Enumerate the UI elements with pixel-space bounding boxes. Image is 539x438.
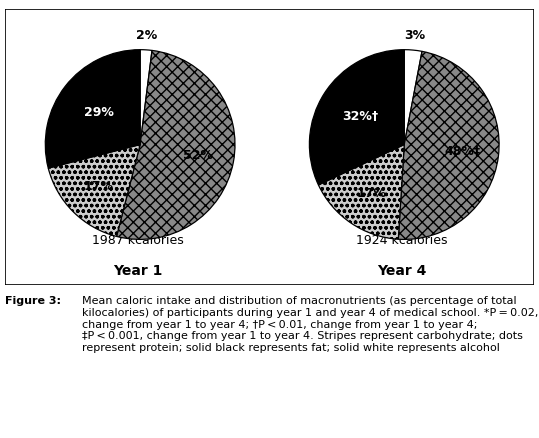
- Text: Year 1: Year 1: [113, 264, 162, 278]
- Text: 1987 kcalories: 1987 kcalories: [92, 234, 183, 247]
- Wedge shape: [45, 49, 140, 168]
- Wedge shape: [116, 50, 235, 240]
- Wedge shape: [319, 145, 404, 239]
- Text: 3%: 3%: [404, 29, 425, 42]
- Text: 48%‡: 48%‡: [445, 145, 481, 159]
- Text: 29%: 29%: [84, 106, 114, 119]
- Text: 52%: 52%: [183, 149, 213, 162]
- Text: Mean caloric intake and distribution of macronutrients (as percentage of total k: Mean caloric intake and distribution of …: [82, 297, 538, 353]
- Wedge shape: [49, 145, 140, 237]
- Text: 32%†: 32%†: [342, 110, 378, 123]
- Text: 2%: 2%: [136, 29, 157, 42]
- Text: Figure 3:: Figure 3:: [5, 297, 61, 306]
- Wedge shape: [309, 49, 404, 185]
- Text: 17%: 17%: [84, 180, 114, 193]
- Wedge shape: [140, 49, 152, 145]
- Text: Year 4: Year 4: [377, 264, 426, 278]
- Text: 1924 kcalories: 1924 kcalories: [356, 234, 447, 247]
- Wedge shape: [404, 49, 422, 145]
- Wedge shape: [398, 51, 499, 240]
- Text: 17%: 17%: [356, 187, 386, 200]
